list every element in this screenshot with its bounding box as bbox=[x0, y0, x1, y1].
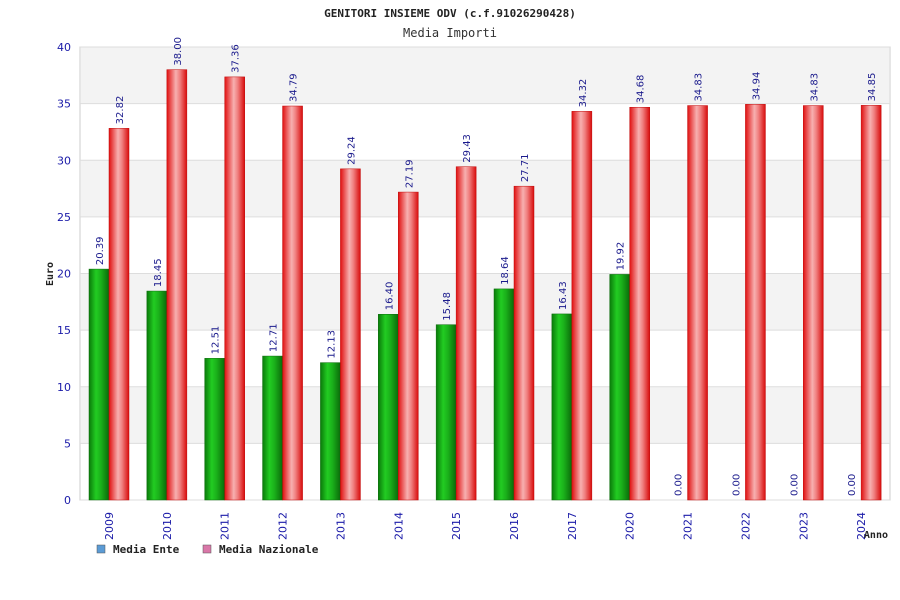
x-tick-label: 2009 bbox=[103, 512, 116, 540]
value-label: 12.13 bbox=[326, 330, 337, 359]
value-label: 15.48 bbox=[442, 292, 453, 321]
value-label: 16.40 bbox=[384, 282, 395, 311]
y-tick-label: 35 bbox=[57, 98, 71, 111]
plot-band bbox=[81, 386, 889, 444]
legend-swatch-media-nazionale bbox=[202, 544, 212, 554]
x-tick-label: 2022 bbox=[739, 512, 752, 540]
bar-media-ente-2014 bbox=[378, 314, 399, 501]
bar-media-nazionale-2015 bbox=[455, 166, 477, 501]
y-tick-label: 5 bbox=[64, 437, 71, 450]
plot-band bbox=[81, 273, 889, 331]
value-label: 18.64 bbox=[500, 256, 511, 285]
plot-band bbox=[81, 160, 889, 217]
value-label: 0.00 bbox=[847, 474, 858, 496]
legend: Media Ente Media Nazionale bbox=[96, 543, 319, 556]
bar-media-ente-2011 bbox=[204, 358, 225, 501]
value-labels: 20.39 32.82 18.45 38.00 12.51 37.36 12.71 34.79… bbox=[95, 37, 878, 496]
value-label: 29.24 bbox=[346, 136, 357, 165]
value-label: 0.00 bbox=[731, 474, 742, 496]
value-label: 20.39 bbox=[95, 236, 106, 265]
x-tick-label: 2015 bbox=[450, 512, 463, 540]
x-tick-label: 2016 bbox=[508, 512, 521, 540]
y-tick-label: 25 bbox=[57, 211, 71, 224]
bar-media-ente-2010 bbox=[146, 290, 168, 501]
value-label: 32.82 bbox=[115, 96, 126, 125]
bar-media-ente-2012 bbox=[262, 355, 283, 501]
value-label: 0.00 bbox=[789, 474, 800, 496]
bar-media-nazionale-2022 bbox=[745, 104, 766, 501]
value-label: 12.71 bbox=[269, 323, 280, 352]
bar-media-nazionale-2016 bbox=[513, 185, 535, 501]
x-tick-label: 2012 bbox=[277, 512, 290, 540]
value-label: 12.51 bbox=[211, 326, 222, 355]
value-label: 18.45 bbox=[153, 258, 164, 287]
x-tick-label: 2021 bbox=[682, 512, 695, 540]
bar-media-ente-2017 bbox=[551, 313, 573, 501]
bar-media-ente-2009 bbox=[88, 268, 110, 501]
legend-label-media-ente: Media Ente bbox=[113, 543, 180, 556]
bar-media-nazionale-2014 bbox=[398, 191, 419, 501]
y-tick-label: 40 bbox=[57, 41, 71, 54]
y-tick-label: 30 bbox=[57, 154, 71, 167]
bar-media-nazionale-2011 bbox=[224, 76, 245, 501]
value-label: 37.36 bbox=[231, 44, 242, 73]
y-tick-label: 20 bbox=[57, 268, 71, 281]
value-label: 34.83 bbox=[809, 73, 820, 102]
x-axis-ticks: 2009 2010 2011 2012 2013 2014 2015 2016 2017 2020… bbox=[103, 512, 868, 540]
y-axis-label: Euro bbox=[45, 262, 56, 286]
value-label: 38.00 bbox=[173, 37, 184, 66]
value-label: 34.94 bbox=[751, 72, 762, 101]
x-tick-label: 2017 bbox=[566, 512, 579, 540]
value-label: 19.92 bbox=[616, 242, 627, 271]
bars bbox=[88, 69, 882, 501]
value-label: 16.43 bbox=[558, 281, 569, 310]
x-tick-label: 2010 bbox=[161, 512, 174, 540]
value-label: 29.43 bbox=[462, 134, 473, 163]
x-tick-label: 2024 bbox=[855, 512, 868, 540]
bar-media-nazionale-2013 bbox=[340, 168, 361, 501]
bar-media-ente-2016 bbox=[493, 288, 515, 501]
value-label: 34.83 bbox=[694, 73, 705, 102]
value-label: 34.68 bbox=[636, 75, 647, 104]
plot-band bbox=[81, 47, 889, 104]
legend-swatch-media-ente bbox=[96, 544, 106, 554]
bar-media-ente-2013 bbox=[320, 362, 341, 501]
bar-media-nazionale-2024 bbox=[860, 105, 882, 501]
y-tick-label: 15 bbox=[57, 324, 71, 337]
bar-media-nazionale-2017 bbox=[571, 111, 593, 501]
y-tick-label: 10 bbox=[57, 381, 71, 394]
chart-subtitle: Media Importi bbox=[403, 26, 497, 40]
value-label: 34.85 bbox=[867, 73, 878, 102]
bar-media-ente-2015 bbox=[435, 324, 457, 501]
bar-media-nazionale-2012 bbox=[282, 105, 303, 501]
y-tick-label: 0 bbox=[64, 494, 71, 507]
bar-media-nazionale-2020 bbox=[629, 106, 650, 501]
bar-media-nazionale-2023 bbox=[803, 105, 824, 501]
bar-media-nazionale-2009 bbox=[108, 128, 130, 501]
value-label: 34.79 bbox=[289, 73, 300, 102]
x-axis-label: Anno bbox=[864, 530, 888, 541]
y-axis-ticks: 0 5 10 15 20 25 30 35 40 bbox=[57, 41, 71, 507]
x-tick-label: 2014 bbox=[392, 512, 405, 540]
value-label: 0.00 bbox=[674, 474, 685, 496]
bar-media-ente-2020 bbox=[609, 274, 630, 501]
x-tick-label: 2011 bbox=[219, 512, 232, 540]
legend-label-media-nazionale: Media Nazionale bbox=[219, 543, 319, 556]
value-label: 27.19 bbox=[404, 159, 415, 188]
x-tick-label: 2020 bbox=[624, 512, 637, 540]
x-tick-label: 2013 bbox=[334, 512, 347, 540]
bar-media-nazionale-2021 bbox=[687, 105, 708, 501]
x-tick-label: 2023 bbox=[797, 512, 810, 540]
chart-title: GENITORI INSIEME ODV (c.f.91026290428) bbox=[324, 7, 576, 20]
value-label: 27.71 bbox=[520, 154, 531, 183]
bar-media-nazionale-2010 bbox=[166, 69, 188, 501]
value-label: 34.32 bbox=[578, 79, 589, 108]
